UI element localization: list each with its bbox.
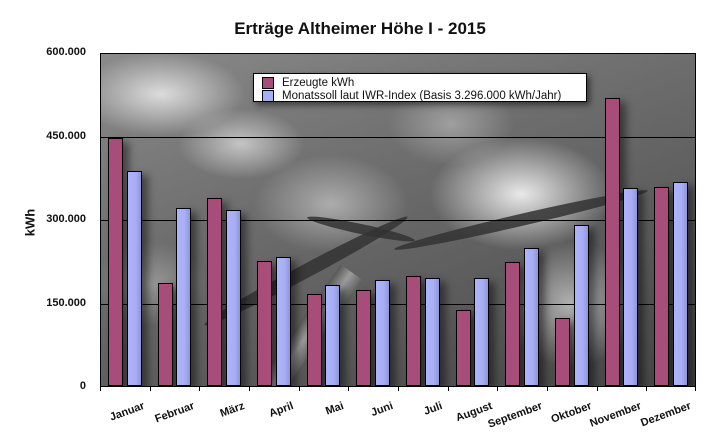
bar-produced bbox=[604, 98, 620, 386]
x-tick-label: März bbox=[218, 400, 246, 420]
y-tick-label: 600.000 bbox=[46, 46, 86, 58]
x-tick bbox=[547, 387, 548, 391]
x-tick bbox=[298, 387, 300, 391]
y-tick-label: 0 bbox=[79, 380, 86, 392]
bar-produced bbox=[306, 294, 322, 386]
chart-title: Erträge Altheimer Höhe I - 2015 bbox=[234, 19, 486, 38]
x-tick bbox=[646, 387, 648, 391]
x-tick-label: Februar bbox=[153, 400, 196, 426]
bar-target bbox=[225, 210, 241, 386]
x-tick bbox=[695, 387, 696, 391]
x-tick-label: Juni bbox=[369, 400, 395, 420]
bar-produced bbox=[157, 283, 173, 386]
x-tick-label: November bbox=[588, 400, 643, 430]
bar-produced bbox=[108, 138, 123, 386]
bar-produced bbox=[455, 310, 471, 386]
x-tick bbox=[249, 387, 250, 391]
gridline bbox=[101, 136, 695, 138]
bar-target bbox=[374, 280, 390, 386]
bar-target bbox=[275, 256, 291, 386]
bar-target bbox=[325, 285, 341, 386]
bar-produced bbox=[207, 197, 223, 386]
x-tick-label: Mai bbox=[323, 400, 345, 418]
y-tick-label: 300.000 bbox=[46, 213, 86, 225]
x-tick-label: Dezember bbox=[639, 400, 693, 430]
x-tick bbox=[497, 387, 499, 391]
legend-label: Erzeugte kWh bbox=[282, 76, 355, 89]
plot-area bbox=[100, 53, 696, 387]
gridline bbox=[101, 220, 695, 221]
bar-target bbox=[623, 188, 639, 386]
legend-swatch bbox=[262, 76, 274, 89]
bar-target bbox=[672, 182, 688, 386]
gridline bbox=[101, 303, 695, 305]
y-tick-label: 450.000 bbox=[46, 129, 86, 142]
x-tick bbox=[596, 387, 598, 391]
bar-target bbox=[176, 207, 192, 386]
x-tick bbox=[149, 387, 151, 391]
bar-target bbox=[523, 247, 539, 386]
x-tick bbox=[100, 387, 101, 391]
bar-target bbox=[474, 278, 490, 386]
bar-produced bbox=[406, 275, 421, 386]
x-tick bbox=[447, 387, 449, 391]
bar-target bbox=[573, 225, 589, 386]
legend-label: Monatssoll laut IWR-Index (Basis 3.296.0… bbox=[282, 89, 562, 102]
bar-produced bbox=[555, 318, 570, 386]
bar-produced bbox=[257, 260, 272, 386]
x-tick-label: April bbox=[267, 400, 296, 420]
bar-produced bbox=[654, 187, 670, 386]
legend-item-target: Monatssoll laut IWR-Index (Basis 3.296.0… bbox=[262, 89, 561, 102]
x-tick bbox=[348, 387, 350, 391]
x-tick-label: Oktober bbox=[549, 400, 594, 426]
legend-swatch bbox=[262, 89, 274, 102]
legend-item-produced: Erzeugte kWh bbox=[262, 76, 354, 89]
bar-target bbox=[424, 278, 440, 386]
x-tick-label: September bbox=[486, 400, 544, 431]
x-tick bbox=[398, 387, 399, 391]
bar-target bbox=[126, 171, 142, 386]
bar-produced bbox=[356, 290, 372, 386]
x-tick-label: Januar bbox=[108, 400, 147, 424]
x-tick bbox=[199, 387, 201, 391]
y-tick-label: 150.000 bbox=[46, 296, 86, 309]
bar-produced bbox=[505, 261, 521, 386]
x-tick-label: Juli bbox=[422, 400, 445, 418]
legend: Erzeugte kWh Monatssoll laut IWR-Index (… bbox=[253, 73, 587, 102]
